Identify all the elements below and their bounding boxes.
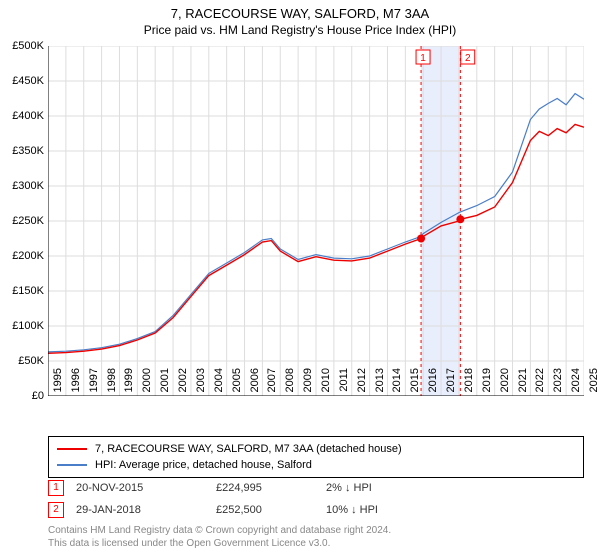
xtick-label: 2021 [517,368,529,398]
sale-diff-1: 2% ↓ HPI [326,482,436,494]
sale-price-2: £252,500 [216,504,326,516]
sale-marker-1: 1 [48,480,64,496]
price-chart: 12 [48,46,584,396]
xtick-label: 2022 [534,368,546,398]
sale-date-1: 20-NOV-2015 [76,482,216,494]
xtick-label: 2003 [195,368,207,398]
sale-diff-2: 10% ↓ HPI [326,504,436,516]
xtick-label: 2008 [284,368,296,398]
svg-text:1: 1 [420,53,426,64]
ytick-label: £450K [12,75,44,87]
xtick-label: 2018 [463,368,475,398]
footer-line1: Contains HM Land Registry data © Crown c… [48,524,391,537]
ytick-label: £100K [12,320,44,332]
legend-item-property: 7, RACECOURSE WAY, SALFORD, M7 3AA (deta… [57,441,575,457]
xtick-label: 1995 [52,368,64,398]
sale-row-1: 1 20-NOV-2015 £224,995 2% ↓ HPI [48,480,436,496]
xtick-label: 2010 [320,368,332,398]
xtick-label: 2004 [213,368,225,398]
xtick-label: 2009 [302,368,314,398]
ytick-label: £500K [12,40,44,52]
footer-attribution: Contains HM Land Registry data © Crown c… [48,524,391,550]
xtick-label: 1997 [88,368,100,398]
ytick-label: £250K [12,215,44,227]
sale-row-2: 2 29-JAN-2018 £252,500 10% ↓ HPI [48,502,436,518]
xtick-label: 2014 [391,368,403,398]
xtick-label: 2007 [266,368,278,398]
xtick-label: 2001 [159,368,171,398]
legend-label-property: 7, RACECOURSE WAY, SALFORD, M7 3AA (deta… [95,443,402,455]
xtick-label: 1996 [70,368,82,398]
ytick-label: £400K [12,110,44,122]
legend-box: 7, RACECOURSE WAY, SALFORD, M7 3AA (deta… [48,436,584,478]
xtick-label: 1998 [106,368,118,398]
sale-date-2: 29-JAN-2018 [76,504,216,516]
xtick-label: 2002 [177,368,189,398]
chart-card: 7, RACECOURSE WAY, SALFORD, M7 3AA Price… [0,0,600,560]
chart-plot-area: 12 [48,46,584,396]
footer-line2: This data is licensed under the Open Gov… [48,537,391,550]
xtick-label: 2006 [249,368,261,398]
ytick-label: £50K [18,355,44,367]
xtick-label: 2013 [374,368,386,398]
svg-text:2: 2 [465,53,471,64]
ytick-label: £350K [12,145,44,157]
xtick-label: 2019 [481,368,493,398]
ytick-label: £300K [12,180,44,192]
ytick-label: £150K [12,285,44,297]
legend-item-hpi: HPI: Average price, detached house, Salf… [57,457,575,473]
legend-swatch-property [57,448,87,450]
sale-marker-2: 2 [48,502,64,518]
xtick-label: 2015 [409,368,421,398]
xtick-label: 2016 [427,368,439,398]
page-title: 7, RACECOURSE WAY, SALFORD, M7 3AA [0,0,600,21]
xtick-label: 1999 [123,368,135,398]
xtick-label: 2023 [552,368,564,398]
legend-label-hpi: HPI: Average price, detached house, Salf… [95,459,312,471]
ytick-label: £0 [32,390,44,402]
xtick-label: 2024 [570,368,582,398]
page-subtitle: Price paid vs. HM Land Registry's House … [0,21,600,37]
xtick-label: 2000 [141,368,153,398]
sale-price-1: £224,995 [216,482,326,494]
xtick-label: 2011 [338,368,350,398]
xtick-label: 2025 [588,368,600,398]
ytick-label: £200K [12,250,44,262]
legend-swatch-hpi [57,464,87,466]
xtick-label: 2005 [231,368,243,398]
xtick-label: 2012 [356,368,368,398]
xtick-label: 2020 [499,368,511,398]
xtick-label: 2017 [445,368,457,398]
